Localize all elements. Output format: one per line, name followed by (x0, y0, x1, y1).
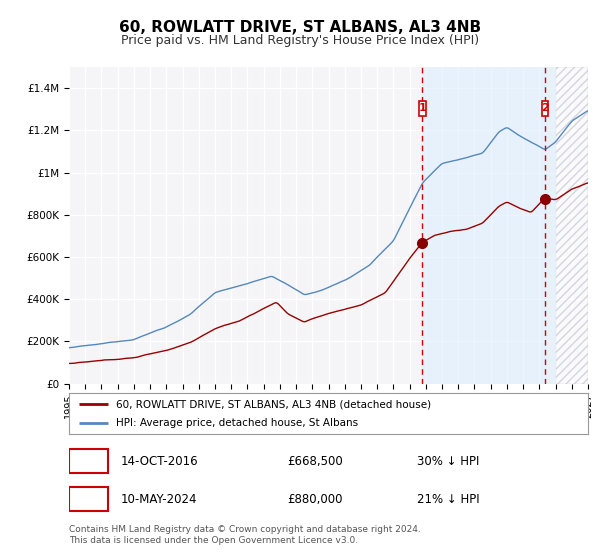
Text: 30% ↓ HPI: 30% ↓ HPI (417, 455, 479, 468)
Text: HPI: Average price, detached house, St Albans: HPI: Average price, detached house, St A… (116, 418, 358, 428)
Text: 60, ROWLATT DRIVE, ST ALBANS, AL3 4NB (detached house): 60, ROWLATT DRIVE, ST ALBANS, AL3 4NB (d… (116, 399, 431, 409)
Text: 60, ROWLATT DRIVE, ST ALBANS, AL3 4NB: 60, ROWLATT DRIVE, ST ALBANS, AL3 4NB (119, 20, 481, 35)
Text: 21% ↓ HPI: 21% ↓ HPI (417, 493, 479, 506)
Text: £668,500: £668,500 (287, 455, 343, 468)
Text: 10-MAY-2024: 10-MAY-2024 (121, 493, 197, 506)
Text: £880,000: £880,000 (287, 493, 343, 506)
FancyBboxPatch shape (69, 449, 108, 473)
Text: Price paid vs. HM Land Registry's House Price Index (HPI): Price paid vs. HM Land Registry's House … (121, 34, 479, 46)
Text: 1: 1 (85, 455, 93, 468)
FancyBboxPatch shape (69, 487, 108, 511)
Text: 1: 1 (419, 104, 426, 113)
FancyBboxPatch shape (419, 101, 425, 116)
Text: 2: 2 (541, 104, 549, 113)
FancyBboxPatch shape (542, 101, 548, 116)
Bar (556, 67, 588, 384)
Text: 14-OCT-2016: 14-OCT-2016 (121, 455, 199, 468)
Text: Contains HM Land Registry data © Crown copyright and database right 2024.
This d: Contains HM Land Registry data © Crown c… (69, 525, 421, 545)
Bar (422, 67, 556, 384)
Text: 2: 2 (85, 493, 93, 506)
